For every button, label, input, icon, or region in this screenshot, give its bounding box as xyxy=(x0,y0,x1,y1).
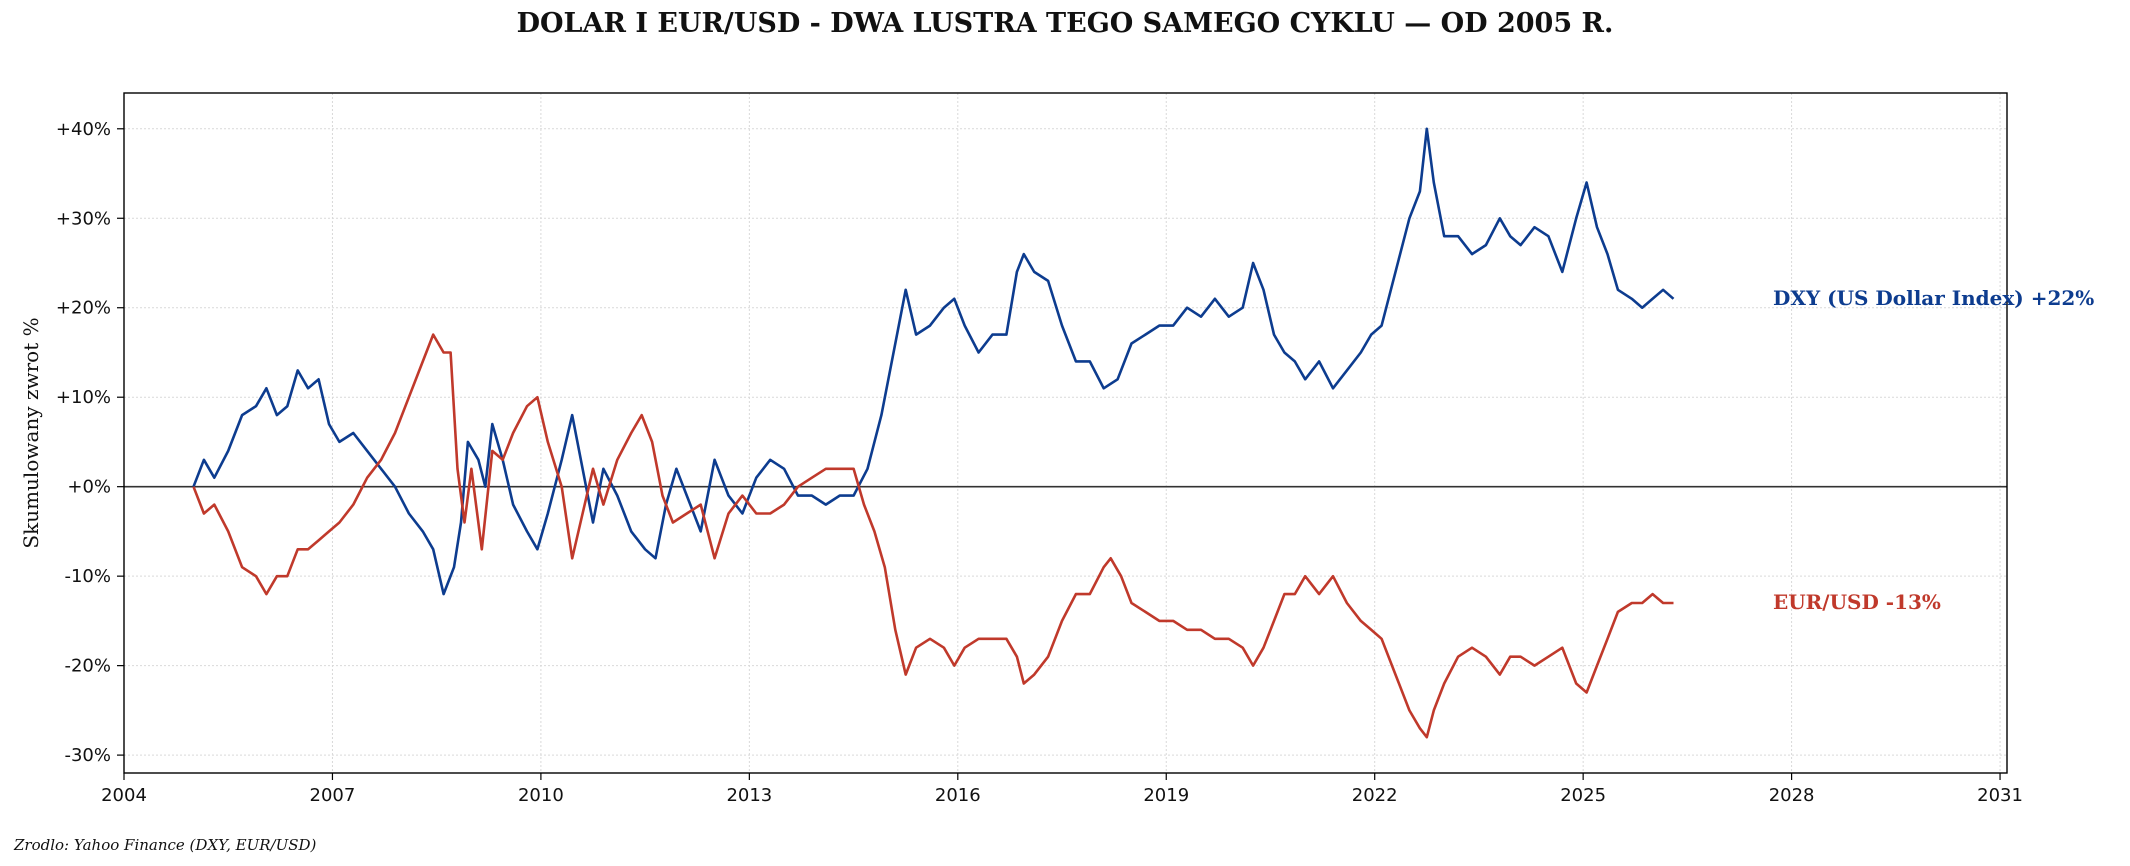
end-label-dxy: DXY (US Dollar Index) +22% xyxy=(1773,286,2094,310)
x-tick-label: 2028 xyxy=(1769,785,1815,806)
x-tick-label: 2031 xyxy=(1977,785,2023,806)
x-tick-label: 2010 xyxy=(518,785,564,806)
x-tick-label: 2007 xyxy=(310,785,356,806)
y-axis-label: Skumulowany zwrot % xyxy=(19,317,43,548)
source-note: Zrodlo: Yahoo Finance (DXY, EUR/USD) xyxy=(14,836,317,854)
end-label-layer: DXY (US Dollar Index) +22% EUR/USD -13% xyxy=(1773,286,2094,614)
x-tick-label: 2025 xyxy=(1560,785,1606,806)
y-tick-label: +10% xyxy=(56,387,111,408)
y-tick-label: +0% xyxy=(67,477,111,498)
grid-layer xyxy=(123,93,2007,773)
axis-layer: 2004 2007 2010 2013 2016 2019 2022 2025 2028 2031… xyxy=(19,92,2023,806)
y-tick-label: -20% xyxy=(64,656,111,677)
y-tick-label: +40% xyxy=(56,119,111,140)
series-line-dxy xyxy=(192,127,1675,596)
plot-frame xyxy=(123,92,2008,774)
y-tick-label: +20% xyxy=(56,298,111,319)
series-line-eurusd xyxy=(192,333,1674,739)
chart-title: DOLAR I EUR/USD - DWA LUSTRA TEGO SAMEGO… xyxy=(516,8,1614,39)
x-tick-label: 2004 xyxy=(101,785,147,806)
x-tick-label: 2016 xyxy=(935,785,981,806)
end-label-eurusd: EUR/USD -13% xyxy=(1773,590,1941,614)
x-tick-label: 2013 xyxy=(726,785,772,806)
y-tick-label: +30% xyxy=(56,208,111,229)
y-tick-label: -10% xyxy=(64,566,111,587)
series-layer xyxy=(192,127,1675,739)
x-tick-label: 2019 xyxy=(1143,785,1189,806)
x-tick-label: 2022 xyxy=(1352,785,1398,806)
y-tick-label: -30% xyxy=(64,745,111,766)
